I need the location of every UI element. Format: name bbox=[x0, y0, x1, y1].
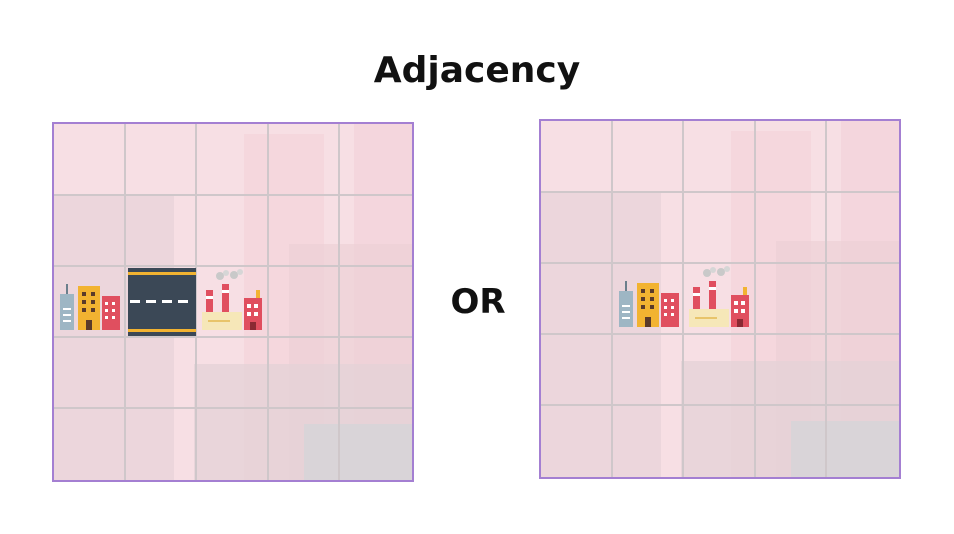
factory-icon bbox=[202, 269, 262, 330]
road-icon bbox=[128, 268, 196, 336]
factory-tile bbox=[685, 265, 753, 333]
road-tile bbox=[128, 268, 196, 336]
grid-board-left bbox=[52, 122, 414, 482]
grid-board-right bbox=[539, 119, 901, 479]
or-separator: OR bbox=[450, 282, 506, 322]
city-icon bbox=[619, 281, 679, 327]
page-title: Adjacency bbox=[373, 50, 581, 91]
skyline-background bbox=[54, 124, 412, 480]
city-tile bbox=[615, 265, 683, 333]
skyline-background bbox=[541, 121, 899, 477]
factory-tile bbox=[198, 268, 266, 336]
city-icon bbox=[60, 284, 120, 330]
city-tile bbox=[56, 268, 124, 336]
factory-icon bbox=[689, 266, 749, 327]
